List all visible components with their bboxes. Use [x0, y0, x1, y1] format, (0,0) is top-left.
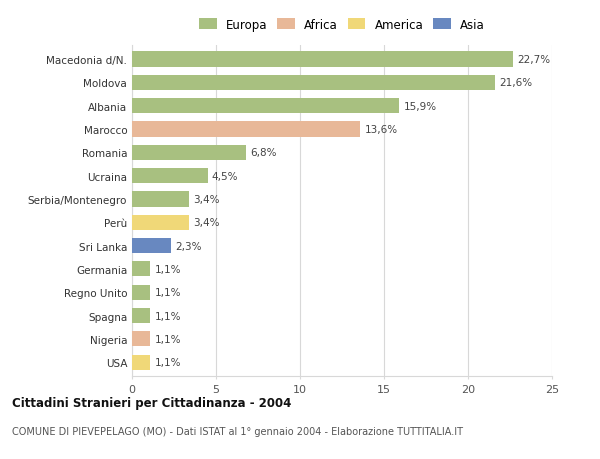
Text: 1,1%: 1,1% [155, 358, 181, 367]
Text: 1,1%: 1,1% [155, 334, 181, 344]
Bar [132, 52, 514, 67]
Text: 21,6%: 21,6% [499, 78, 532, 88]
Text: 6,8%: 6,8% [250, 148, 277, 158]
Text: 1,1%: 1,1% [155, 311, 181, 321]
Legend: Europa, Africa, America, Asia: Europa, Africa, America, Asia [199, 19, 485, 32]
Bar [132, 192, 189, 207]
Bar [132, 308, 151, 324]
Bar [132, 262, 151, 277]
Bar [132, 215, 189, 230]
Text: 2,3%: 2,3% [175, 241, 202, 251]
Text: 15,9%: 15,9% [403, 101, 436, 112]
Bar [132, 168, 208, 184]
Bar [132, 355, 151, 370]
Text: 1,1%: 1,1% [155, 264, 181, 274]
Bar [132, 76, 495, 91]
Bar [132, 99, 399, 114]
Text: 3,4%: 3,4% [193, 218, 220, 228]
Bar [132, 239, 170, 254]
Bar [132, 331, 151, 347]
Text: 4,5%: 4,5% [212, 171, 238, 181]
Bar [132, 285, 151, 300]
Text: COMUNE DI PIEVEPELAGO (MO) - Dati ISTAT al 1° gennaio 2004 - Elaborazione TUTTIT: COMUNE DI PIEVEPELAGO (MO) - Dati ISTAT … [12, 426, 463, 436]
Bar [132, 122, 361, 137]
Text: 13,6%: 13,6% [365, 125, 398, 134]
Text: 1,1%: 1,1% [155, 288, 181, 297]
Text: Cittadini Stranieri per Cittadinanza - 2004: Cittadini Stranieri per Cittadinanza - 2… [12, 396, 292, 409]
Text: 3,4%: 3,4% [193, 195, 220, 205]
Bar [132, 146, 246, 161]
Text: 22,7%: 22,7% [518, 55, 551, 65]
